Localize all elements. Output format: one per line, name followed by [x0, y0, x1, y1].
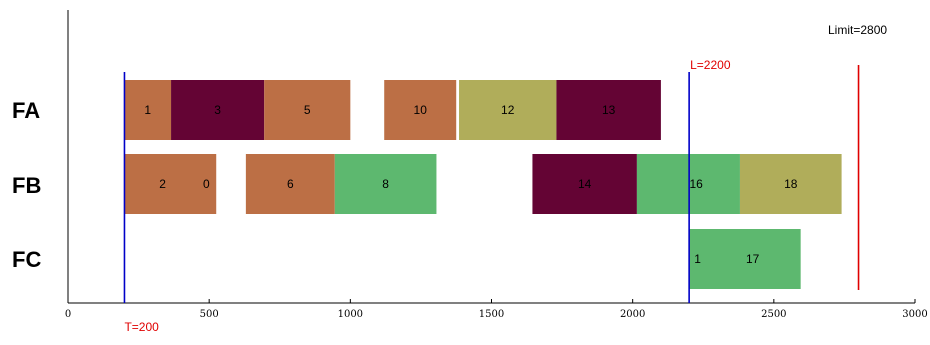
task-label: 17: [746, 252, 760, 266]
x-tick-label: 2500: [761, 309, 786, 320]
task-label: 3: [214, 103, 221, 117]
x-tick-label: 500: [200, 309, 219, 320]
task-label: 12: [501, 103, 515, 117]
task-bar: [739, 154, 842, 214]
task-label: 6: [287, 177, 294, 191]
marker-lines: T=200 L=2200: [123, 58, 860, 334]
task-bar: [264, 80, 351, 140]
axes: 0 500 1000 1500 2000 2500 3000: [65, 10, 928, 320]
task-bar: [384, 80, 457, 140]
row-label: FA: [12, 98, 40, 123]
x-tick-label: 2000: [620, 309, 645, 320]
row-label: FB: [12, 173, 41, 198]
task-label: 10: [414, 103, 428, 117]
task-bars: [124, 80, 842, 289]
row-label: FC: [12, 247, 41, 272]
task-bar: [532, 154, 637, 214]
task-label: 13: [602, 103, 616, 117]
x-tick-label: 3000: [902, 309, 927, 320]
task-bar: [459, 80, 557, 140]
marker-label: L=2200: [690, 58, 731, 72]
row-labels: FA FB FC: [12, 98, 41, 272]
task-bar: [171, 80, 265, 140]
task-bar: [556, 80, 661, 140]
x-tick-label: 1000: [338, 309, 363, 320]
task-bar: [124, 154, 217, 214]
task-bar: [124, 80, 172, 140]
x-tick-label: 1500: [479, 309, 504, 320]
task-label: 14: [578, 177, 592, 191]
task-label: 0: [203, 177, 210, 191]
task-label: 5: [304, 103, 311, 117]
task-label: 1: [144, 103, 151, 117]
task-bar: [334, 154, 437, 214]
task-labels: 1 3 5 10 12 132 0 6 8 14 16 181 17: [144, 103, 797, 266]
task-label: 1: [694, 252, 701, 266]
marker-label: T=200: [124, 320, 159, 334]
task-label: 18: [784, 177, 798, 191]
task-label: 2: [159, 177, 166, 191]
task-bar: [245, 154, 335, 214]
task-bar: [689, 229, 801, 289]
task-label: 16: [690, 177, 704, 191]
x-tick-label: 0: [65, 309, 71, 320]
task-label: 8: [382, 177, 389, 191]
limit-note: Limit=2800: [828, 23, 887, 37]
